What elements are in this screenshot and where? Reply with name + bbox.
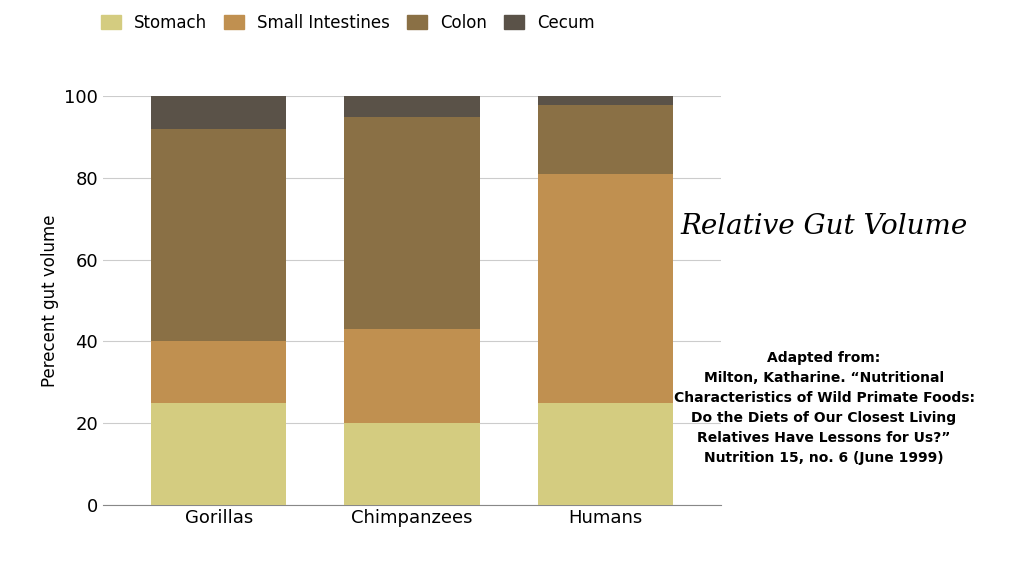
Bar bbox=[538, 174, 673, 403]
Bar bbox=[538, 403, 673, 505]
Text: Relative Gut Volume: Relative Gut Volume bbox=[681, 213, 967, 240]
Bar bbox=[151, 341, 286, 403]
Text: Adapted from:
Milton, Katharine. “Nutritional
Characteristics of Wild Primate Fo: Adapted from: Milton, Katharine. “Nutrit… bbox=[674, 351, 974, 466]
Bar bbox=[344, 96, 480, 117]
Legend: Stomach, Small Intestines, Colon, Cecum: Stomach, Small Intestines, Colon, Cecum bbox=[101, 14, 595, 32]
Bar bbox=[344, 117, 480, 329]
Y-axis label: Perecent gut volume: Perecent gut volume bbox=[41, 214, 59, 387]
Bar bbox=[538, 104, 673, 174]
Bar bbox=[151, 403, 286, 505]
Bar bbox=[151, 129, 286, 341]
Bar bbox=[538, 96, 673, 104]
Bar bbox=[344, 423, 480, 505]
Bar bbox=[151, 96, 286, 129]
Bar bbox=[344, 329, 480, 423]
